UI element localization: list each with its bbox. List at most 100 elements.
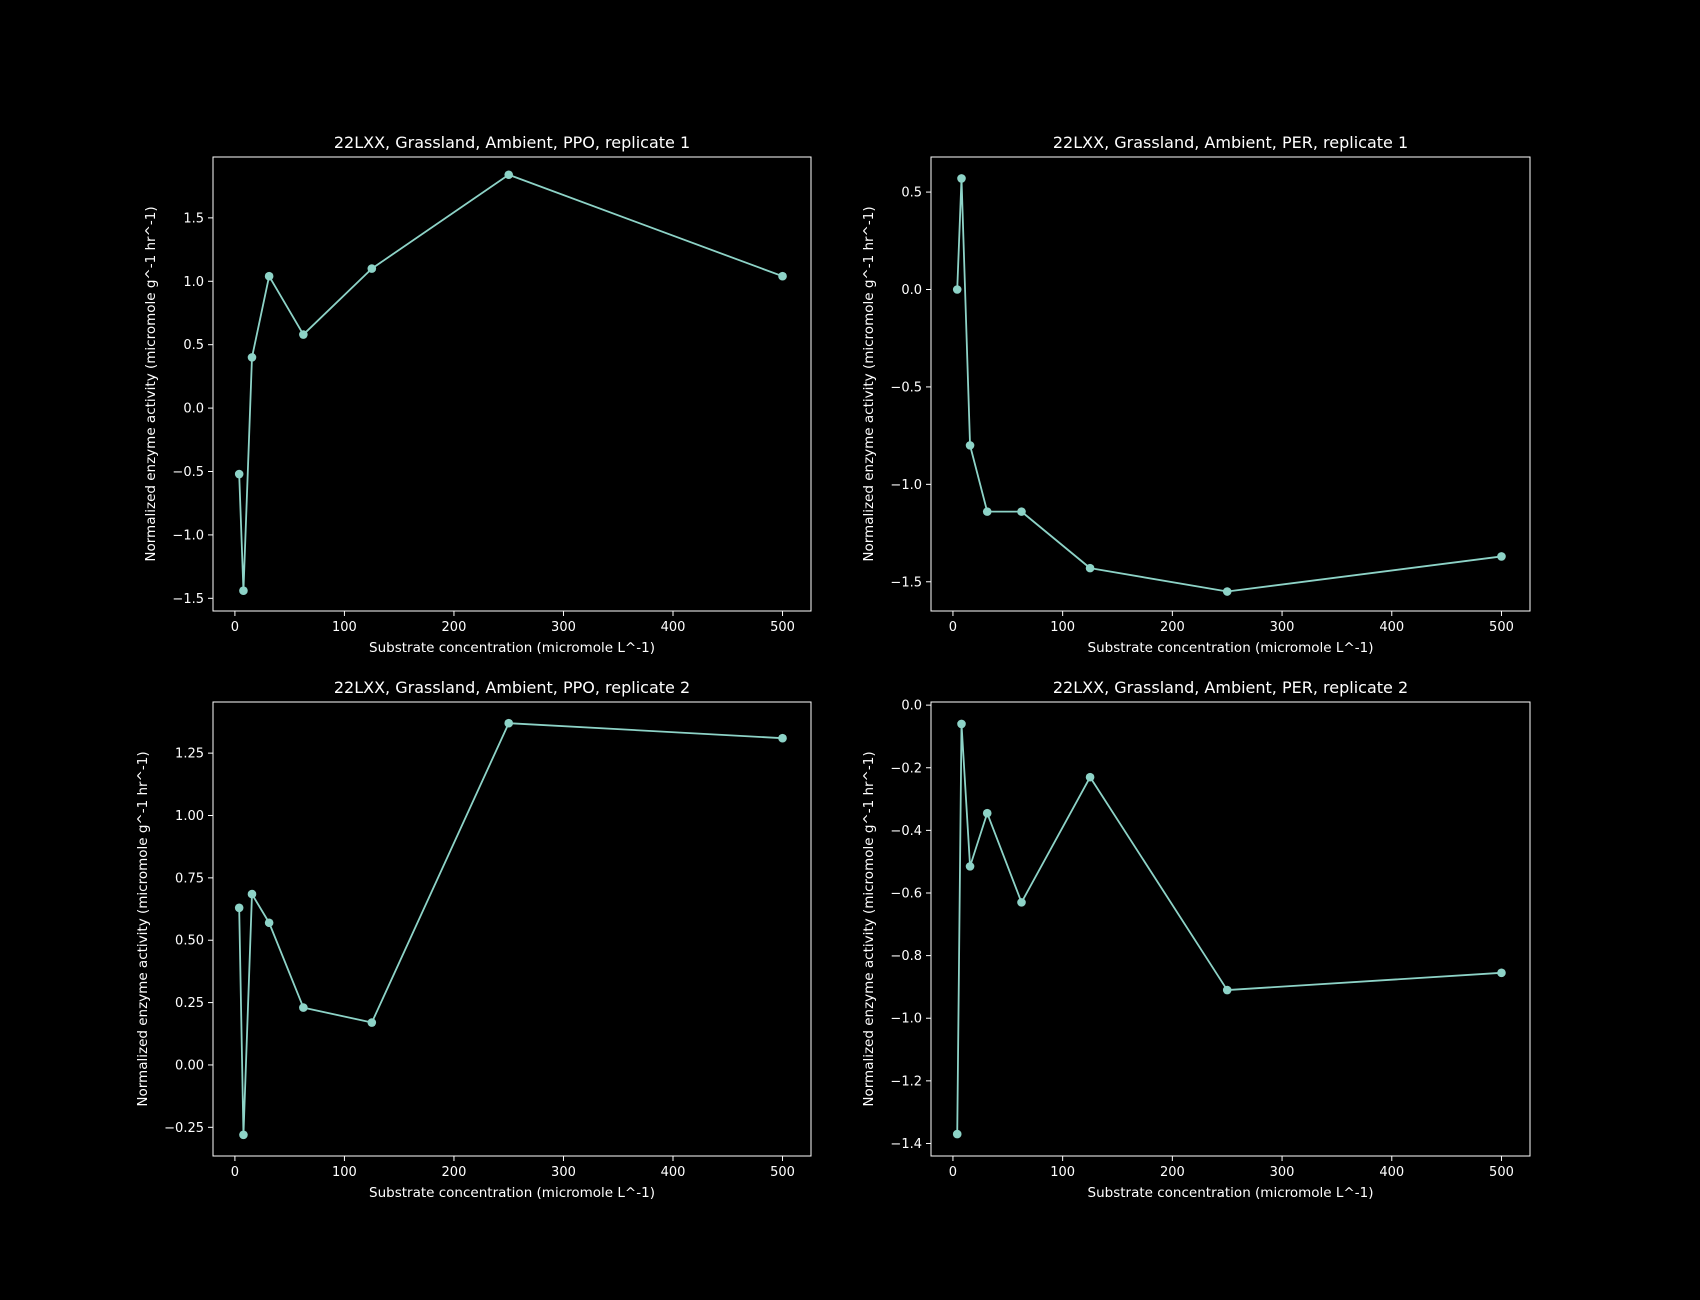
y-tick-label: 0.0 bbox=[901, 283, 922, 298]
x-tick-label: 200 bbox=[442, 1165, 467, 1180]
y-tick-label: −1.4 bbox=[890, 1137, 922, 1152]
x-tick-label: 500 bbox=[1489, 620, 1514, 635]
chart-title: 22LXX, Grassland, Ambient, PER, replicat… bbox=[1053, 678, 1408, 697]
subplot-2: 22LXX, Grassland, Ambient, PER, replicat… bbox=[861, 133, 1531, 656]
y-tick-label: 0.0 bbox=[901, 699, 922, 714]
y-tick-label: −0.8 bbox=[890, 949, 922, 964]
data-point bbox=[264, 271, 274, 281]
x-tick-label: 0 bbox=[949, 620, 957, 635]
y-tick-label: 0.25 bbox=[175, 996, 204, 1011]
subplot-1: 22LXX, Grassland, Ambient, PPO, replicat… bbox=[143, 133, 812, 656]
x-tick-label: 200 bbox=[1160, 1165, 1185, 1180]
data-point bbox=[1497, 552, 1506, 561]
x-tick-label: 500 bbox=[770, 1165, 795, 1180]
y-tick-label: −1.0 bbox=[172, 528, 204, 543]
series-line bbox=[956, 177, 1502, 593]
plot-frame bbox=[930, 156, 1531, 612]
data-point bbox=[778, 733, 787, 743]
data-point bbox=[1222, 587, 1232, 596]
data-point bbox=[952, 285, 962, 294]
y-tick-label: −1.0 bbox=[890, 1012, 922, 1027]
data-point bbox=[247, 889, 257, 899]
subplot-3: 22LXX, Grassland, Ambient, PPO, replicat… bbox=[135, 678, 812, 1201]
data-point bbox=[778, 271, 787, 281]
x-tick-label: 400 bbox=[1379, 1165, 1404, 1180]
data-point bbox=[299, 1003, 308, 1012]
data-point bbox=[234, 469, 244, 479]
x-tick-label: 100 bbox=[1050, 1165, 1075, 1180]
y-tick-label: 1.00 bbox=[175, 809, 204, 824]
x-tick-label: 0 bbox=[231, 620, 239, 635]
x-tick-label: 500 bbox=[770, 620, 795, 635]
plot-frame bbox=[212, 701, 812, 1157]
data-point bbox=[264, 918, 274, 928]
data-point bbox=[239, 1130, 248, 1140]
y-tick-label: 1.5 bbox=[183, 211, 204, 226]
x-axis-label: Substrate concentration (micromole L^-1) bbox=[369, 1185, 655, 1201]
data-point bbox=[504, 170, 514, 180]
y-tick-label: 1.0 bbox=[183, 275, 204, 290]
x-tick-label: 300 bbox=[551, 1165, 576, 1180]
x-tick-label: 300 bbox=[551, 620, 576, 635]
x-tick-label: 400 bbox=[1379, 620, 1404, 635]
x-axis-label: Substrate concentration (micromole L^-1) bbox=[369, 640, 655, 656]
y-tick-label: 0.0 bbox=[183, 402, 204, 417]
y-tick-label: 0.5 bbox=[183, 338, 204, 353]
x-tick-label: 100 bbox=[1050, 620, 1075, 635]
y-tick-label: −0.2 bbox=[890, 761, 922, 776]
data-point bbox=[1017, 898, 1026, 907]
x-tick-label: 200 bbox=[442, 620, 467, 635]
y-tick-label: 0.50 bbox=[175, 934, 204, 949]
data-point bbox=[367, 1018, 377, 1027]
y-tick-label: 0.5 bbox=[901, 186, 922, 201]
data-point bbox=[1085, 563, 1095, 573]
x-tick-label: 400 bbox=[661, 1165, 686, 1180]
subplot-4: 22LXX, Grassland, Ambient, PER, replicat… bbox=[861, 678, 1531, 1201]
plot-frame bbox=[212, 156, 812, 612]
x-axis-label: Substrate concentration (micromole L^-1) bbox=[1088, 640, 1374, 656]
y-tick-label: −0.5 bbox=[172, 465, 204, 480]
y-tick-label: −1.5 bbox=[172, 592, 204, 607]
data-point bbox=[299, 330, 308, 339]
y-axis-label: Normalized enzyme activity (micromole g^… bbox=[861, 751, 877, 1106]
x-tick-label: 300 bbox=[1270, 620, 1295, 635]
y-tick-label: −0.6 bbox=[890, 886, 922, 901]
x-tick-label: 100 bbox=[332, 1165, 357, 1180]
data-point bbox=[1497, 968, 1506, 978]
y-tick-label: −0.25 bbox=[164, 1121, 204, 1136]
x-tick-label: 400 bbox=[661, 620, 686, 635]
data-point bbox=[965, 862, 975, 871]
y-tick-label: −0.5 bbox=[890, 380, 922, 395]
data-point bbox=[504, 718, 514, 728]
y-tick-label: −1.5 bbox=[890, 575, 922, 590]
series-line bbox=[238, 722, 783, 1136]
series-line bbox=[238, 173, 783, 592]
x-tick-label: 0 bbox=[231, 1165, 239, 1180]
y-tick-label: 0.00 bbox=[175, 1058, 204, 1073]
x-tick-label: 200 bbox=[1160, 620, 1185, 635]
data-point bbox=[965, 441, 975, 450]
x-tick-label: 100 bbox=[332, 620, 357, 635]
data-point bbox=[957, 719, 966, 729]
data-point bbox=[982, 808, 992, 818]
x-tick-label: 500 bbox=[1489, 1165, 1514, 1180]
data-point bbox=[239, 586, 248, 596]
data-point bbox=[247, 353, 257, 362]
y-tick-label: −1.2 bbox=[890, 1074, 922, 1089]
chart-title: 22LXX, Grassland, Ambient, PPO, replicat… bbox=[334, 133, 690, 152]
y-tick-label: −1.0 bbox=[890, 478, 922, 493]
x-axis-label: Substrate concentration (micromole L^-1) bbox=[1088, 1185, 1374, 1201]
x-tick-label: 0 bbox=[949, 1165, 957, 1180]
data-point bbox=[1222, 985, 1232, 995]
data-point bbox=[234, 903, 244, 913]
x-tick-label: 300 bbox=[1270, 1165, 1295, 1180]
y-tick-label: 0.75 bbox=[175, 871, 204, 886]
series-line bbox=[956, 723, 1502, 1135]
y-axis-label: Normalized enzyme activity (micromole g^… bbox=[135, 751, 151, 1106]
plot-frame bbox=[930, 701, 1531, 1157]
data-point bbox=[1085, 772, 1095, 782]
data-point bbox=[367, 264, 377, 273]
y-tick-label: 1.25 bbox=[175, 747, 204, 762]
chart-title: 22LXX, Grassland, Ambient, PPO, replicat… bbox=[334, 678, 690, 697]
